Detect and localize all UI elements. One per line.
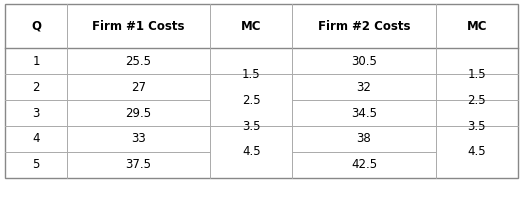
Text: 25.5: 25.5 <box>126 55 152 68</box>
Text: 3: 3 <box>32 107 40 120</box>
Text: 32: 32 <box>357 81 371 94</box>
Bar <box>5 4 518 178</box>
Text: 2.5: 2.5 <box>242 94 260 107</box>
Text: 4.5: 4.5 <box>468 145 486 158</box>
Text: MC: MC <box>467 20 487 33</box>
Text: Q: Q <box>31 20 41 33</box>
Text: 2: 2 <box>32 81 40 94</box>
Text: 38: 38 <box>357 133 371 145</box>
Text: 30.5: 30.5 <box>351 55 377 68</box>
Text: 3.5: 3.5 <box>242 120 260 133</box>
Text: 5: 5 <box>32 158 40 171</box>
Text: 3.5: 3.5 <box>468 120 486 133</box>
Text: 33: 33 <box>131 133 146 145</box>
Text: 1: 1 <box>32 55 40 68</box>
Text: 4: 4 <box>32 133 40 145</box>
Text: 27: 27 <box>131 81 146 94</box>
Text: 2.5: 2.5 <box>468 94 486 107</box>
Text: Firm #1 Costs: Firm #1 Costs <box>92 20 185 33</box>
Text: 37.5: 37.5 <box>126 158 152 171</box>
Text: 34.5: 34.5 <box>351 107 377 120</box>
Text: Firm #2 Costs: Firm #2 Costs <box>318 20 410 33</box>
Text: 1.5: 1.5 <box>242 68 260 81</box>
Text: 42.5: 42.5 <box>351 158 377 171</box>
Text: 1.5: 1.5 <box>468 68 486 81</box>
Text: MC: MC <box>241 20 262 33</box>
Text: 4.5: 4.5 <box>242 145 260 158</box>
Text: 29.5: 29.5 <box>126 107 152 120</box>
